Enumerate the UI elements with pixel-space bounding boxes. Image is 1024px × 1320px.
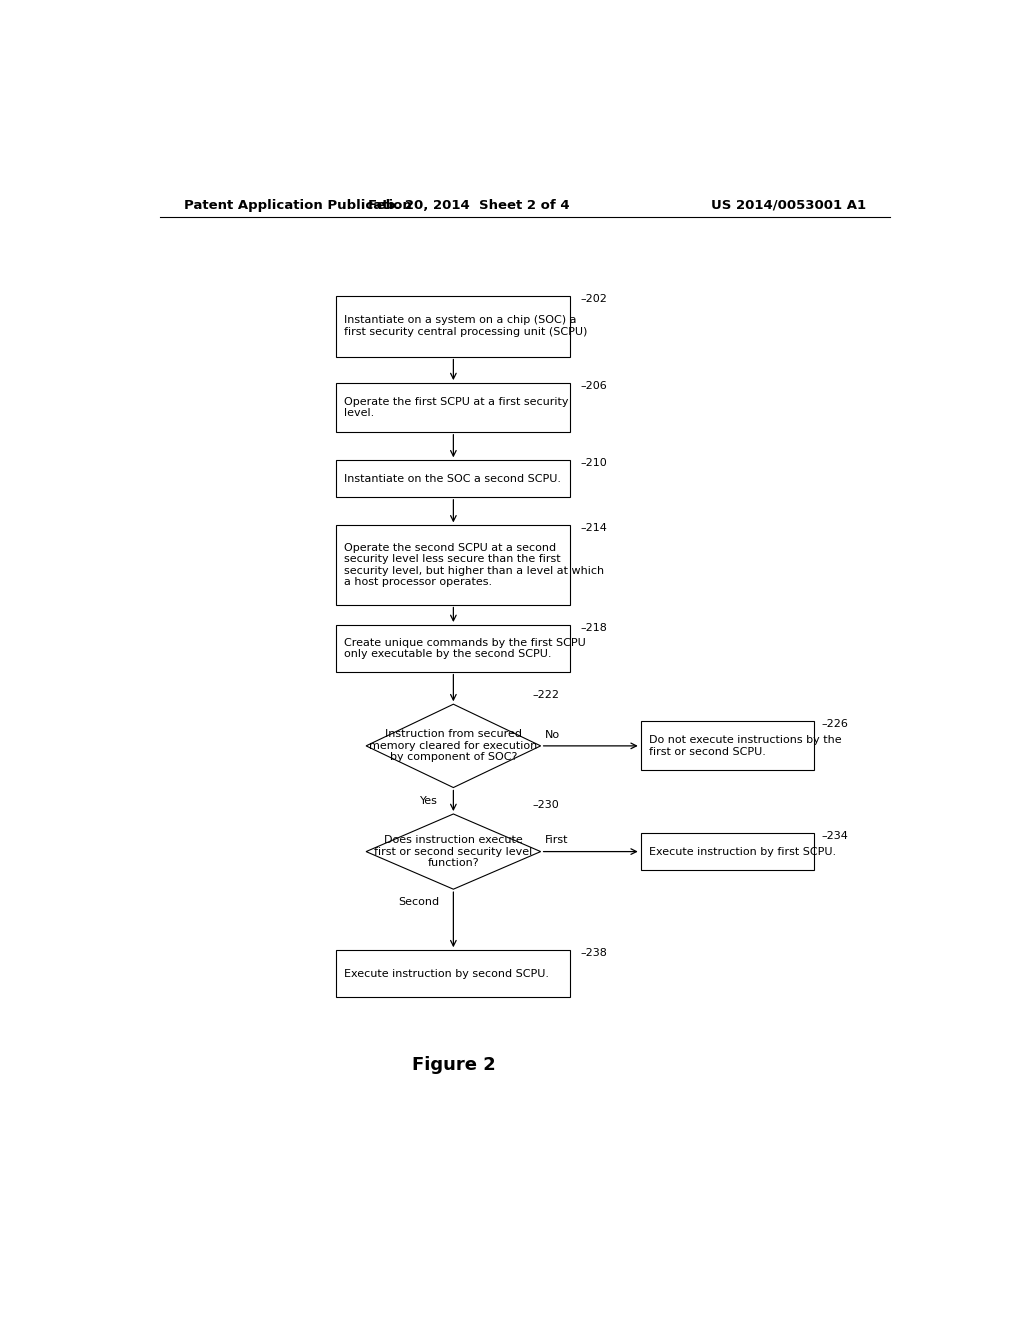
Text: Execute instruction by first SCPU.: Execute instruction by first SCPU. [648,846,836,857]
Bar [336,383,570,432]
Bar [336,525,570,605]
Polygon shape [367,704,541,788]
Text: First: First [545,836,568,846]
Text: No: No [545,730,560,739]
Text: Patent Application Publication: Patent Application Publication [183,198,412,211]
Text: Execute instruction by second SCPU.: Execute instruction by second SCPU. [344,969,549,978]
Text: Do not execute instructions by the
first or second SCPU.: Do not execute instructions by the first… [648,735,842,756]
Text: Second: Second [398,898,439,907]
Text: Create unique commands by the first SCPU
only executable by the second SCPU.: Create unique commands by the first SCPU… [344,638,586,659]
Text: US 2014/0053001 A1: US 2014/0053001 A1 [711,198,866,211]
Text: –226: –226 [821,719,849,730]
Text: –234: –234 [821,832,849,841]
Text: –202: –202 [580,293,607,304]
Bar [336,624,570,672]
Text: –218: –218 [580,623,607,632]
Text: –238: –238 [580,948,607,958]
Text: –206: –206 [580,381,606,391]
Text: Feb. 20, 2014  Sheet 2 of 4: Feb. 20, 2014 Sheet 2 of 4 [369,198,570,211]
Text: Figure 2: Figure 2 [412,1056,496,1074]
Text: –222: –222 [532,690,560,700]
Bar [336,950,570,997]
Text: Does instruction execute
first or second security level
function?: Does instruction execute first or second… [374,836,532,869]
Bar [336,296,570,356]
Text: Instantiate on a system on a chip (SOC) a
first security central processing unit: Instantiate on a system on a chip (SOC) … [344,315,588,337]
Bar [336,461,570,496]
Text: –210: –210 [580,458,606,469]
Text: Instruction from secured
memory cleared for execution
by component of SOC?: Instruction from secured memory cleared … [370,729,538,763]
Text: Operate the first SCPU at a first security
level.: Operate the first SCPU at a first securi… [344,396,568,418]
Bar [641,722,814,771]
Text: Yes: Yes [420,796,437,805]
Text: –230: –230 [532,800,559,810]
Text: Operate the second SCPU at a second
security level less secure than the first
se: Operate the second SCPU at a second secu… [344,543,604,587]
Text: –214: –214 [580,523,607,533]
Polygon shape [367,814,541,890]
Bar [641,833,814,870]
Text: Instantiate on the SOC a second SCPU.: Instantiate on the SOC a second SCPU. [344,474,561,483]
